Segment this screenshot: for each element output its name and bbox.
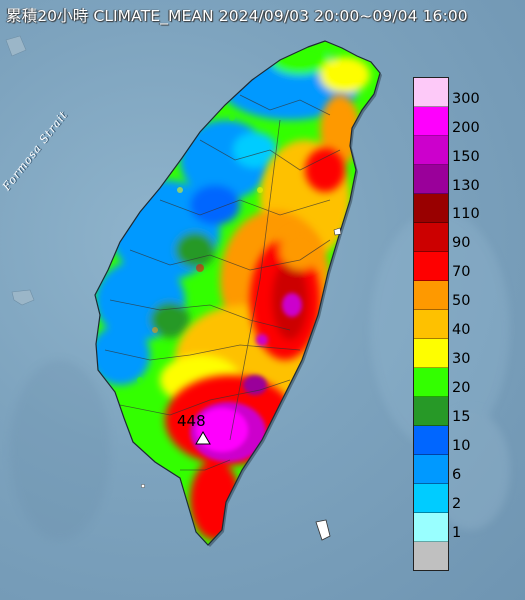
legend-label: 10 — [452, 438, 471, 454]
legend-swatch — [414, 339, 448, 368]
legend-label: 200 — [452, 119, 480, 136]
legend-label: 150 — [452, 148, 480, 165]
legend-swatch — [414, 223, 448, 252]
legend-label: 130 — [452, 177, 480, 194]
legend-label: 30 — [452, 351, 471, 368]
legend-swatch — [414, 136, 448, 165]
legend-swatch — [414, 78, 448, 107]
legend-label: 50 — [452, 293, 471, 310]
legend-label: 20 — [452, 380, 471, 397]
legend-swatch — [414, 281, 448, 310]
legend-swatch — [414, 484, 448, 513]
legend-swatch — [414, 310, 448, 339]
taiwan-outline — [94, 40, 381, 546]
legend-swatch — [414, 194, 448, 223]
legend-label: 110 — [452, 206, 480, 223]
legend-swatch — [414, 165, 448, 194]
legend-swatch — [414, 252, 448, 281]
legend-label: 6 — [452, 466, 462, 483]
legend-swatch — [414, 107, 448, 136]
offshore-islands — [5, 35, 342, 541]
legend-label: 1 — [452, 524, 462, 541]
legend-label: 40 — [452, 322, 471, 339]
county-boundaries — [104, 94, 341, 471]
legend-swatch — [414, 542, 448, 570]
legend-swatch — [414, 397, 448, 426]
legend-color-bar — [413, 77, 449, 571]
rainfall-spots — [137, 115, 263, 383]
legend-label: 90 — [452, 235, 471, 252]
legend-swatch — [414, 368, 448, 397]
legend-label: 2 — [452, 495, 462, 512]
legend-swatch — [414, 426, 448, 455]
legend-swatch — [414, 513, 448, 542]
max-value-label: 448 — [177, 412, 206, 430]
legend-label: 15 — [452, 409, 471, 426]
rainfall-field — [95, 41, 380, 545]
legend-label: 300 — [452, 90, 480, 107]
map-title: 累積20小時 CLIMATE_MEAN 2024/09/03 20:00~09/… — [6, 7, 468, 25]
legend-label: 70 — [452, 264, 471, 281]
max-location-marker — [195, 431, 211, 445]
legend-swatch — [414, 455, 448, 484]
